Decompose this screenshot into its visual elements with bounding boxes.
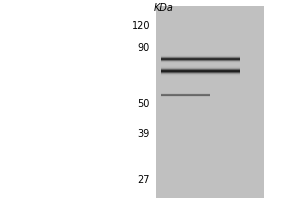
Bar xyxy=(160,58,240,59)
Bar xyxy=(160,61,240,62)
Text: 50: 50 xyxy=(138,99,150,109)
Bar xyxy=(160,59,240,60)
Bar xyxy=(160,75,240,76)
Bar xyxy=(160,61,240,62)
Bar xyxy=(160,67,240,68)
Bar xyxy=(160,94,210,95)
Bar xyxy=(160,94,210,95)
Bar xyxy=(160,93,210,94)
Bar xyxy=(160,96,210,97)
Bar xyxy=(160,69,240,70)
Bar xyxy=(160,56,240,57)
Bar xyxy=(160,60,240,61)
Bar xyxy=(160,66,240,67)
Bar xyxy=(160,96,210,97)
Bar xyxy=(160,93,210,94)
Bar xyxy=(160,75,240,76)
Bar xyxy=(160,73,240,74)
Bar xyxy=(160,70,240,71)
Bar xyxy=(160,73,240,74)
Bar xyxy=(160,72,240,73)
Bar xyxy=(160,95,210,96)
Bar xyxy=(160,67,240,68)
Bar xyxy=(160,96,210,97)
Bar xyxy=(160,55,240,56)
Bar xyxy=(160,71,240,72)
Bar xyxy=(160,94,210,95)
Bar xyxy=(160,95,210,96)
Bar xyxy=(156,6,264,198)
Bar xyxy=(160,95,210,96)
Bar xyxy=(160,56,240,57)
Text: KDa: KDa xyxy=(154,3,174,13)
Bar xyxy=(160,74,240,75)
Bar xyxy=(160,55,240,56)
Bar xyxy=(160,62,240,63)
Bar xyxy=(160,70,240,71)
Bar xyxy=(160,60,240,61)
Bar xyxy=(160,56,240,57)
Bar xyxy=(160,93,210,94)
Bar xyxy=(160,72,240,73)
Bar xyxy=(160,75,240,76)
Bar xyxy=(160,58,240,59)
Bar xyxy=(160,57,240,58)
Bar xyxy=(160,57,240,58)
Bar xyxy=(160,95,210,96)
Bar xyxy=(160,93,210,94)
Bar xyxy=(160,57,240,58)
Bar xyxy=(160,59,240,60)
Bar xyxy=(160,71,240,72)
Text: 27: 27 xyxy=(137,175,150,185)
Bar xyxy=(160,69,240,70)
Bar xyxy=(160,96,210,97)
Text: 120: 120 xyxy=(131,21,150,31)
Bar xyxy=(160,62,240,63)
Bar xyxy=(160,59,240,60)
Bar xyxy=(160,74,240,75)
Bar xyxy=(160,66,240,67)
Bar xyxy=(160,74,240,75)
Bar xyxy=(160,62,240,63)
Text: 39: 39 xyxy=(138,129,150,139)
Text: 90: 90 xyxy=(138,43,150,53)
Bar xyxy=(160,68,240,69)
Bar xyxy=(160,68,240,69)
